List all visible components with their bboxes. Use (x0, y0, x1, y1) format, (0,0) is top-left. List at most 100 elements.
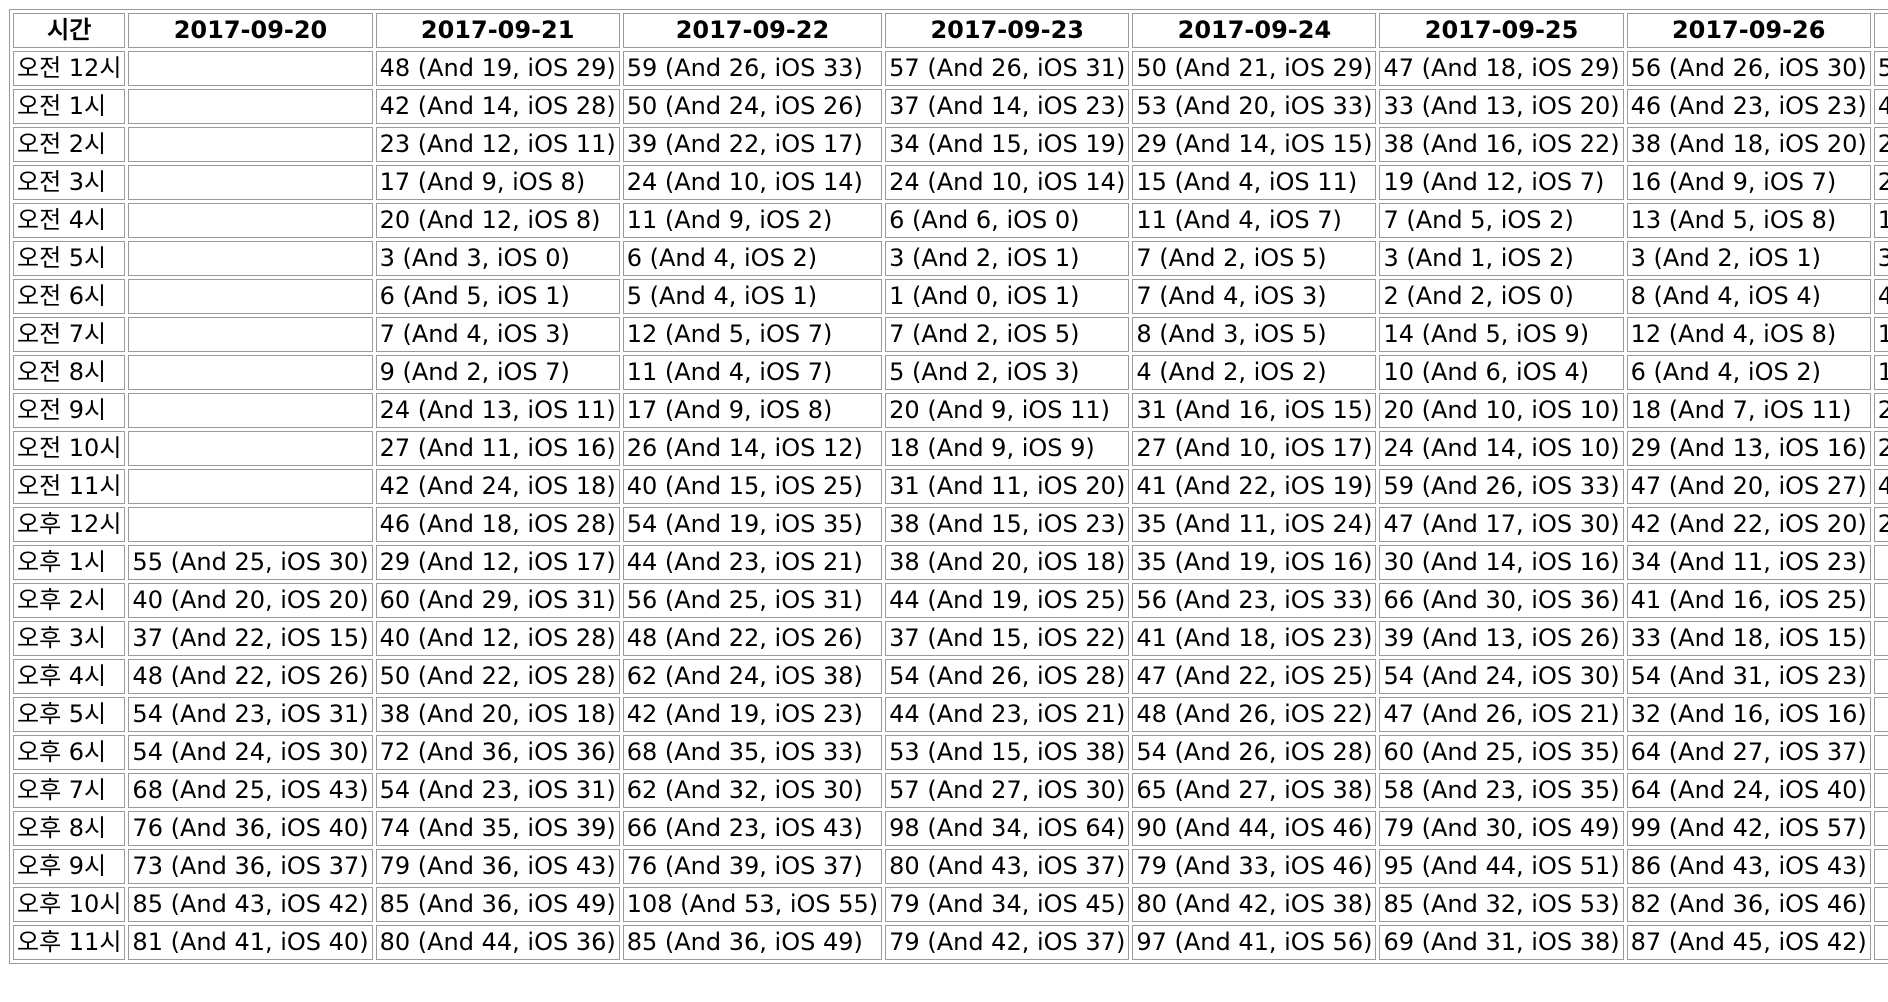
count-cell: 82 (And 36, iOS 46) (1626, 887, 1871, 922)
count-cell (1873, 887, 1888, 922)
count-cell (128, 393, 373, 428)
count-cell (1873, 735, 1888, 770)
table-row: 오전 3시 17 (And 9, iOS 8) 24 (And 10, iOS 14… (13, 165, 1888, 200)
count-cell: 12 (And 5, iOS 7) (622, 317, 883, 352)
time-cell: 오전 2시 (13, 127, 126, 162)
table-row: 오후 11시 81 (And 41, iOS 40) 80 (And 44, iOS… (13, 925, 1888, 960)
count-cell: 11 (And 7, iOS 4) (1873, 355, 1888, 390)
count-cell: 54 (And 23, iOS 31) (128, 697, 373, 732)
count-cell: 39 (And 22, iOS 17) (622, 127, 883, 162)
count-cell: 80 (And 42, iOS 38) (1132, 887, 1377, 922)
table-row: 오전 10시 27 (And 11, iOS 16) 26 (And 14, iOS… (13, 431, 1888, 466)
count-cell: 72 (And 36, iOS 36) (375, 735, 620, 770)
count-cell (1873, 697, 1888, 732)
table-row: 오전 4시 20 (And 12, iOS 8) 11 (And 9, iOS 2)… (13, 203, 1888, 238)
count-cell: 23 (And 9, iOS 14) (1873, 393, 1888, 428)
table-row: 오전 6시 6 (And 5, iOS 1) 5 (And 4, iOS 1) 1 (… (13, 279, 1888, 314)
count-cell: 44 (And 23, iOS 21) (885, 697, 1130, 732)
count-cell: 85 (And 43, iOS 42) (128, 887, 373, 922)
column-header-date: 2017-09-25 (1379, 13, 1624, 48)
count-cell: 69 (And 31, iOS 38) (1379, 925, 1624, 960)
time-cell: 오후 7시 (13, 773, 126, 808)
count-cell (128, 51, 373, 86)
table-row: 오후 3시 37 (And 22, iOS 15) 40 (And 12, iOS … (13, 621, 1888, 656)
count-cell: 47 (And 26, iOS 21) (1379, 697, 1624, 732)
count-cell: 45 (And 24, iOS 21) (1873, 89, 1888, 124)
count-cell: 54 (And 26, iOS 28) (885, 659, 1130, 694)
count-cell: 27 (And 11, iOS 16) (1873, 127, 1888, 162)
count-cell: 3 (And 1, iOS 2) (1379, 241, 1624, 276)
count-cell: 37 (And 15, iOS 22) (885, 621, 1130, 656)
count-cell: 66 (And 30, iOS 36) (1379, 583, 1624, 618)
count-cell: 48 (And 20, iOS 28) (1873, 469, 1888, 504)
time-cell: 오전 9시 (13, 393, 126, 428)
count-cell (1873, 621, 1888, 656)
count-cell: 31 (And 11, iOS 20) (885, 469, 1130, 504)
count-cell: 57 (And 26, iOS 31) (885, 51, 1130, 86)
count-cell: 39 (And 13, iOS 26) (1379, 621, 1624, 656)
count-cell: 18 (And 9, iOS 9) (885, 431, 1130, 466)
count-cell: 62 (And 24, iOS 38) (622, 659, 883, 694)
time-cell: 오후 9시 (13, 849, 126, 884)
count-cell (128, 507, 373, 542)
count-cell: 7 (And 4, iOS 3) (1132, 279, 1377, 314)
time-cell: 오전 1시 (13, 89, 126, 124)
count-cell: 98 (And 34, iOS 64) (885, 811, 1130, 846)
table-row: 오전 1시 42 (And 14, iOS 28) 50 (And 24, iOS … (13, 89, 1888, 124)
count-cell: 6 (And 4, iOS 2) (1626, 355, 1871, 390)
count-cell: 9 (And 2, iOS 7) (375, 355, 620, 390)
time-cell: 오후 12시 (13, 507, 126, 542)
count-cell: 37 (And 22, iOS 15) (128, 621, 373, 656)
count-cell: 12 (And 4, iOS 8) (1626, 317, 1871, 352)
count-cell: 40 (And 12, iOS 28) (375, 621, 620, 656)
count-cell: 32 (And 16, iOS 16) (1626, 697, 1871, 732)
count-cell: 5 (And 2, iOS 3) (885, 355, 1130, 390)
count-cell (128, 317, 373, 352)
count-cell: 41 (And 18, iOS 23) (1132, 621, 1377, 656)
count-cell: 66 (And 23, iOS 43) (622, 811, 883, 846)
count-cell: 8 (And 3, iOS 5) (1132, 317, 1377, 352)
count-cell: 79 (And 42, iOS 37) (885, 925, 1130, 960)
count-cell: 4 (And 0, iOS 4) (1873, 279, 1888, 314)
time-cell: 오후 6시 (13, 735, 126, 770)
count-cell (128, 127, 373, 162)
count-cell: 56 (And 25, iOS 31) (622, 583, 883, 618)
count-cell (128, 279, 373, 314)
count-cell: 3 (And 0, iOS 3) (1873, 241, 1888, 276)
count-cell: 90 (And 44, iOS 46) (1132, 811, 1377, 846)
count-cell: 35 (And 19, iOS 16) (1132, 545, 1377, 580)
time-cell: 오후 5시 (13, 697, 126, 732)
count-cell: 31 (And 16, iOS 15) (1132, 393, 1377, 428)
count-cell: 42 (And 22, iOS 20) (1626, 507, 1871, 542)
table-row: 오전 12시 48 (And 19, iOS 29) 59 (And 26, iOS… (13, 51, 1888, 86)
count-cell: 24 (And 10, iOS 14) (622, 165, 883, 200)
count-cell: 73 (And 36, iOS 37) (128, 849, 373, 884)
count-cell: 54 (And 26, iOS 28) (1132, 735, 1377, 770)
count-cell: 76 (And 39, iOS 37) (622, 849, 883, 884)
count-cell (128, 355, 373, 390)
count-cell: 54 (And 24, iOS 30) (128, 735, 373, 770)
count-cell: 48 (And 19, iOS 29) (375, 51, 620, 86)
table-row: 오후 5시 54 (And 23, iOS 31) 38 (And 20, iOS … (13, 697, 1888, 732)
count-cell: 79 (And 36, iOS 43) (375, 849, 620, 884)
time-cell: 오전 5시 (13, 241, 126, 276)
count-cell: 17 (And 9, iOS 8) (622, 393, 883, 428)
count-cell: 5 (And 4, iOS 1) (622, 279, 883, 314)
count-cell: 29 (And 14, iOS 15) (1132, 127, 1377, 162)
count-cell: 65 (And 27, iOS 38) (1132, 773, 1377, 808)
count-cell: 11 (And 4, iOS 7) (1132, 203, 1377, 238)
table-row: 오후 7시 68 (And 25, iOS 43) 54 (And 23, iOS … (13, 773, 1888, 808)
table-row: 오후 2시 40 (And 20, iOS 20) 60 (And 29, iOS … (13, 583, 1888, 618)
count-cell: 17 (And 9, iOS 8) (375, 165, 620, 200)
count-cell: 40 (And 15, iOS 25) (622, 469, 883, 504)
count-cell: 23 (And 12, iOS 11) (375, 127, 620, 162)
count-cell: 42 (And 14, iOS 28) (375, 89, 620, 124)
count-cell: 44 (And 23, iOS 21) (622, 545, 883, 580)
count-cell (128, 469, 373, 504)
count-cell (1873, 659, 1888, 694)
count-cell: 4 (And 2, iOS 2) (1132, 355, 1377, 390)
table-row: 오전 7시 7 (And 4, iOS 3) 12 (And 5, iOS 7) 7 … (13, 317, 1888, 352)
time-cell: 오전 8시 (13, 355, 126, 390)
count-cell: 6 (And 4, iOS 2) (622, 241, 883, 276)
count-cell: 33 (And 13, iOS 20) (1379, 89, 1624, 124)
